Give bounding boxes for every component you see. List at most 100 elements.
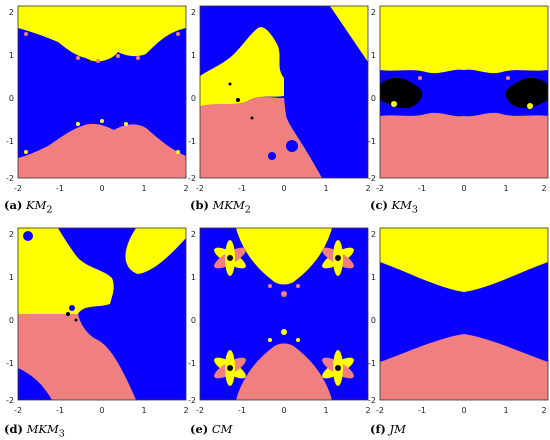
basin-plot-b: 2 1 0 -1 -2 -2 -1 0 1 2 [188, 5, 371, 193]
x-tick: 1 [323, 406, 328, 415]
x-tick: 1 [141, 184, 146, 193]
y-tick: 2 [191, 230, 196, 239]
y-tick: -2 [368, 174, 376, 183]
y-tick: -1 [6, 359, 14, 368]
y-tick: 1 [191, 51, 196, 60]
y-ticks-c: 2 1 0 -1 -2 [368, 8, 376, 183]
x-tick: 2 [183, 184, 188, 193]
y-tick: -2 [188, 396, 196, 405]
y-tick: -2 [368, 396, 376, 405]
y-tick: 2 [371, 230, 376, 239]
y-tick: 0 [191, 94, 196, 103]
basin-plot-c: 2 1 0 -1 -2 -2 -1 0 1 2 [368, 5, 549, 193]
x-tick: -1 [418, 184, 426, 193]
plot-frame-c [379, 5, 549, 179]
x-tick: -2 [196, 184, 204, 193]
y-tick: -1 [368, 137, 376, 146]
x-ticks-c: -2 -1 0 1 2 [376, 184, 547, 193]
x-tick: -1 [56, 406, 64, 415]
plot-frame-e [199, 227, 369, 401]
y-tick: -1 [368, 359, 376, 368]
basin-plot-f: 2 1 0 -1 -2 -2 -1 0 1 2 [368, 227, 549, 415]
x-tick: -1 [56, 184, 64, 193]
x-tick: 0 [281, 184, 286, 193]
x-tick: 0 [281, 406, 286, 415]
y-ticks-b: 2 1 0 -1 -2 [188, 8, 196, 183]
caption-b: (b) MKM2 [190, 198, 251, 216]
y-tick: 0 [9, 94, 14, 103]
x-tick: 1 [503, 184, 508, 193]
x-tick: -2 [376, 184, 384, 193]
petal-flower-bottom-right [322, 350, 354, 386]
x-tick: -2 [376, 406, 384, 415]
panel-f: 2 1 0 -1 -2 -2 -1 0 1 2 [368, 227, 550, 418]
basin-plot-e: 2 1 0 -1 -2 -2 -1 0 1 2 [188, 227, 371, 415]
x-tick: 1 [141, 406, 146, 415]
x-ticks-f: -2 -1 0 1 2 [376, 406, 547, 415]
caption-c: (c) KM3 [370, 198, 419, 216]
y-ticks-f: 2 1 0 -1 -2 [368, 230, 376, 405]
caption-a: (a) KM2 [4, 198, 53, 216]
y-tick: -1 [188, 359, 196, 368]
x-tick: 0 [461, 184, 466, 193]
basin-plot-d: 2 1 0 -1 -2 -2 -1 0 1 2 [6, 227, 189, 415]
y-tick: 1 [191, 273, 196, 282]
y-tick: 0 [191, 316, 196, 325]
y-tick: 2 [9, 230, 14, 239]
x-tick: 2 [365, 406, 370, 415]
x-tick: 0 [99, 184, 104, 193]
panel-c: 2 1 0 -1 -2 -2 -1 0 1 2 [368, 5, 550, 196]
y-tick: -2 [6, 174, 14, 183]
plot-frame-d [17, 227, 187, 401]
y-tick: 1 [371, 273, 376, 282]
x-tick: 2 [541, 406, 546, 415]
x-ticks-d: -2 -1 0 1 2 [14, 406, 189, 415]
panel-d: 2 1 0 -1 -2 -2 -1 0 1 2 [6, 227, 189, 418]
y-ticks-e: 2 1 0 -1 -2 [188, 230, 196, 405]
x-tick: 0 [461, 406, 466, 415]
x-tick: 0 [99, 406, 104, 415]
y-tick: 2 [371, 8, 376, 17]
plot-frame-f [379, 227, 549, 401]
y-ticks-d: 2 1 0 -1 -2 [6, 230, 14, 405]
y-tick: 1 [9, 273, 14, 282]
caption-d: (d) MKM3 [4, 422, 65, 440]
caption-f: (f) JM [370, 422, 406, 436]
plot-frame-a [17, 5, 187, 179]
panel-a: 2 1 0 -1 -2 -2 -1 0 1 2 [6, 5, 189, 196]
x-tick: 1 [323, 184, 328, 193]
x-ticks-b: -2 -1 0 1 2 [196, 184, 371, 193]
y-tick: 0 [371, 94, 376, 103]
x-tick: 2 [365, 184, 370, 193]
panel-b: 2 1 0 -1 -2 -2 -1 0 1 2 [188, 5, 371, 196]
x-ticks-a: -2 -1 0 1 2 [14, 184, 189, 193]
y-tick: 2 [9, 8, 14, 17]
x-tick: -2 [196, 406, 204, 415]
plot-frame-b [199, 5, 369, 179]
y-tick: -1 [188, 137, 196, 146]
y-tick: -2 [6, 396, 14, 405]
caption-e: (e) CM [190, 422, 233, 436]
y-tick: 0 [9, 316, 14, 325]
x-tick: 2 [541, 184, 546, 193]
y-tick: 1 [371, 51, 376, 60]
y-tick: 2 [191, 8, 196, 17]
y-tick: -1 [6, 137, 14, 146]
petal-flower-top-left [214, 240, 246, 276]
x-tick: -1 [238, 184, 246, 193]
petal-flower-top-right [322, 240, 354, 276]
x-tick: 2 [183, 406, 188, 415]
x-tick: -2 [14, 406, 22, 415]
y-tick: -2 [188, 174, 196, 183]
petal-flower-bottom-left [214, 350, 246, 386]
panel-e: 2 1 0 -1 -2 -2 -1 0 1 2 [188, 227, 371, 418]
x-tick: -1 [238, 406, 246, 415]
x-tick: -2 [14, 184, 22, 193]
x-ticks-e: -2 -1 0 1 2 [196, 406, 371, 415]
x-tick: 1 [503, 406, 508, 415]
x-tick: -1 [418, 406, 426, 415]
y-tick: 0 [371, 316, 376, 325]
y-ticks-a: 2 1 0 -1 -2 [6, 8, 14, 183]
basin-plot-a: 2 1 0 -1 -2 -2 -1 0 1 2 [6, 5, 189, 193]
y-tick: 1 [9, 51, 14, 60]
